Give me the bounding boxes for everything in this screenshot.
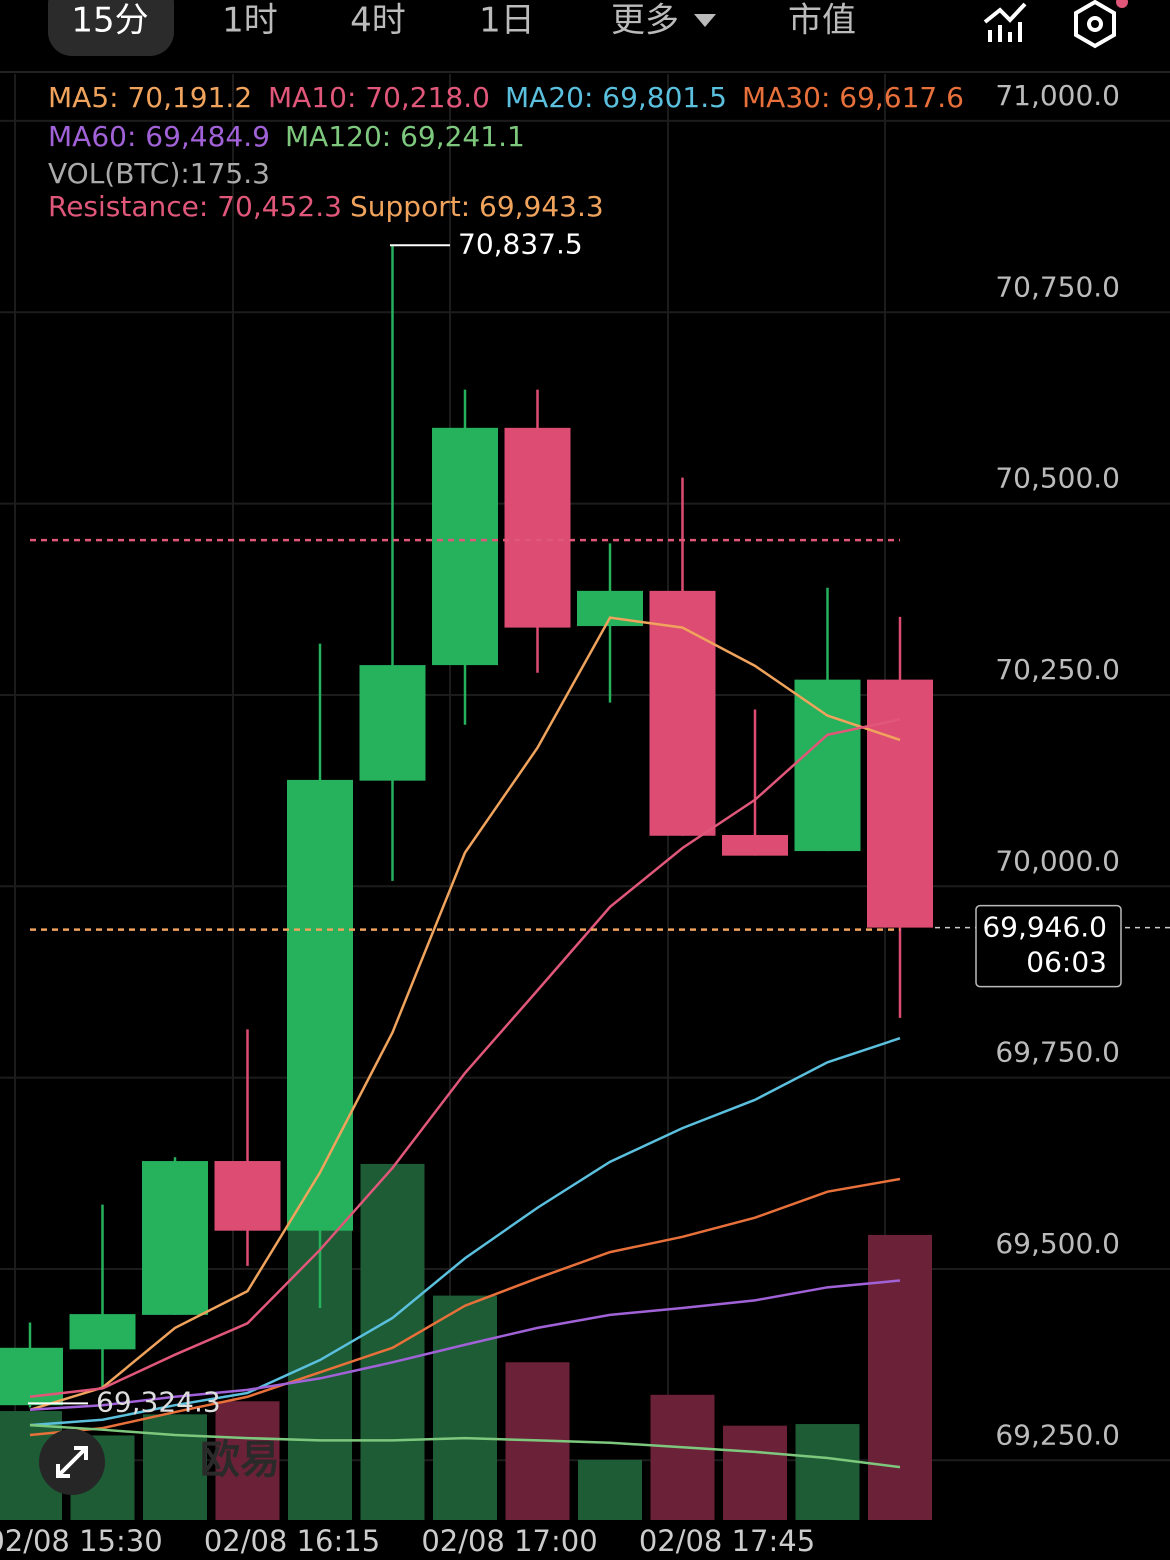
volume-bar	[868, 1234, 932, 1520]
high-label: 70,837.5	[458, 227, 583, 260]
volume-bar	[360, 1163, 425, 1520]
level-label: Resistance: 70,452.3	[48, 190, 342, 223]
candle-body	[722, 835, 788, 856]
tab[interactable]: 4时	[350, 1, 406, 41]
expand-icon[interactable]	[56, 1446, 88, 1478]
volume-bar	[215, 1401, 280, 1520]
legend-entry: MA20: 69,801.5	[505, 81, 727, 114]
candle-body	[504, 427, 571, 628]
plot-area	[0, 119, 1170, 1520]
candle-body	[69, 1314, 136, 1350]
legend-entry: MA60: 69,484.9	[48, 120, 270, 153]
y-tick-label: 71,000.0	[995, 79, 1120, 112]
legend-entry: MA30: 69,617.6	[742, 81, 964, 114]
volume-label: VOL(BTC):175.3	[48, 157, 270, 190]
dropdown-arrow[interactable]	[694, 14, 716, 27]
indicator-icon[interactable]	[983, 2, 1027, 42]
volume-bar	[143, 1414, 207, 1520]
ma-line	[29, 616, 901, 1411]
y-tick-label: 70,250.0	[995, 653, 1120, 686]
volume-bar	[723, 1425, 787, 1520]
ma-line	[29, 1423, 901, 1469]
x-tick-label: 02/08 16:15	[204, 1524, 380, 1558]
y-tick-label: 69,500.0	[995, 1227, 1120, 1260]
x-tick-label: 02/08 15:30	[0, 1524, 163, 1558]
last-price-box	[975, 904, 1122, 988]
low-label: 69,324.3	[96, 1385, 221, 1418]
tab-selected-bg	[48, 0, 174, 56]
y-tick-label: 70,750.0	[995, 270, 1120, 303]
candle-body	[359, 665, 426, 781]
watermark: 欧易	[200, 1437, 280, 1483]
volume-bar	[433, 1295, 497, 1520]
tab[interactable]: 1日	[479, 1, 535, 41]
x-tick-label: 02/08 17:45	[639, 1524, 815, 1558]
y-tick-label: 69,750.0	[995, 1036, 1120, 1069]
volume-bar	[795, 1424, 860, 1520]
settings-icon[interactable]	[1074, 0, 1128, 49]
candle-body	[649, 590, 716, 836]
tab[interactable]: 15分	[71, 1, 148, 41]
y-tick-label: 69,250.0	[995, 1418, 1120, 1451]
candle-body	[867, 679, 933, 928]
last-price-label: 69,946.0	[982, 911, 1107, 944]
volume-bar	[650, 1394, 715, 1520]
candle-body	[142, 1161, 208, 1315]
candle-body	[794, 679, 861, 852]
tab[interactable]: 1时	[222, 1, 278, 41]
countdown-label: 06:03	[1026, 946, 1107, 979]
volume-bar	[578, 1459, 642, 1520]
tab[interactable]: 更多	[611, 1, 679, 41]
ma-line	[29, 1177, 901, 1437]
y-tick-label: 70,000.0	[995, 844, 1120, 877]
legend-entry: MA120: 69,241.1	[285, 120, 525, 153]
candle-body	[432, 427, 498, 666]
legend-entry: MA5: 70,191.2	[48, 81, 252, 114]
level-label: Support: 69,943.3	[350, 190, 604, 223]
legend-entry: MA10: 70,218.0	[268, 81, 490, 114]
candle-body	[214, 1161, 281, 1231]
ma-line	[29, 718, 901, 1399]
ma-line	[29, 1037, 901, 1427]
y-tick-label: 70,500.0	[995, 462, 1120, 495]
candle-body	[287, 779, 353, 1231]
x-tick-label: 02/08 17:00	[421, 1524, 597, 1558]
ma-line	[29, 1279, 901, 1412]
tab[interactable]: 市值	[788, 1, 856, 41]
